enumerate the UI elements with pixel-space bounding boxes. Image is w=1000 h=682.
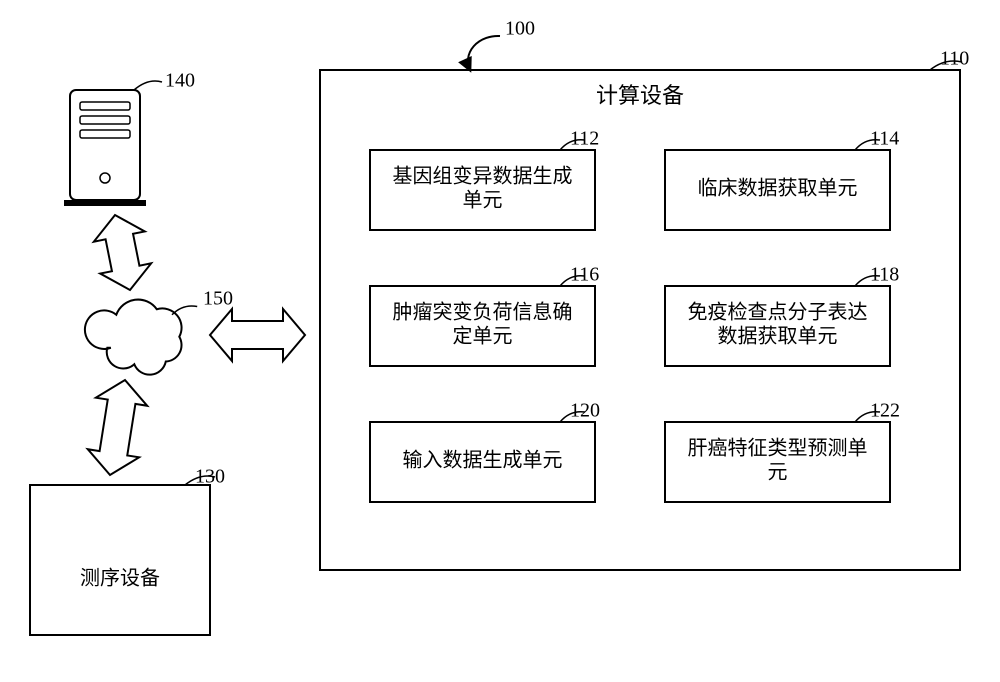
arrow-server-cloud (90, 210, 156, 295)
leader-140 (134, 81, 162, 90)
ref-120: 120 (570, 400, 600, 422)
unit-122-label: 元 (768, 462, 788, 484)
cloud-icon (85, 300, 182, 375)
unit-112-label: 单元 (463, 189, 503, 212)
ref-140: 140 (165, 70, 195, 92)
sequencer-label: 测序设备 (80, 567, 160, 590)
ref-114: 114 (870, 128, 899, 150)
server-base (64, 200, 146, 206)
ref-112: 112 (570, 128, 599, 150)
leader-100 (468, 36, 500, 70)
sequencer-box (30, 485, 210, 635)
compute-device-title: 计算设备 (596, 83, 684, 108)
unit-118-label: 免疫检查点分子表达 (688, 301, 868, 324)
unit-116-label: 定单元 (453, 325, 513, 348)
ref-110: 110 (940, 48, 969, 70)
ref-150: 150 (203, 288, 233, 310)
ref-130: 130 (195, 466, 225, 488)
unit-114-label: 临床数据获取单元 (698, 177, 858, 200)
arrow-cloud-compute (210, 309, 305, 361)
ref-118: 118 (870, 264, 899, 286)
arrow-cloud-seq (84, 376, 150, 479)
unit-120-label: 输入数据生成单元 (403, 449, 563, 472)
ref-100: 100 (505, 18, 535, 40)
ref-122: 122 (870, 400, 900, 422)
unit-118-label: 数据获取单元 (718, 325, 838, 348)
unit-112-label: 基因组变异数据生成 (393, 165, 573, 188)
unit-122-label: 肝癌特征类型预测单 (688, 437, 868, 460)
ref-116: 116 (570, 264, 599, 286)
unit-116-label: 肿瘤突变负荷信息确 (393, 301, 573, 324)
